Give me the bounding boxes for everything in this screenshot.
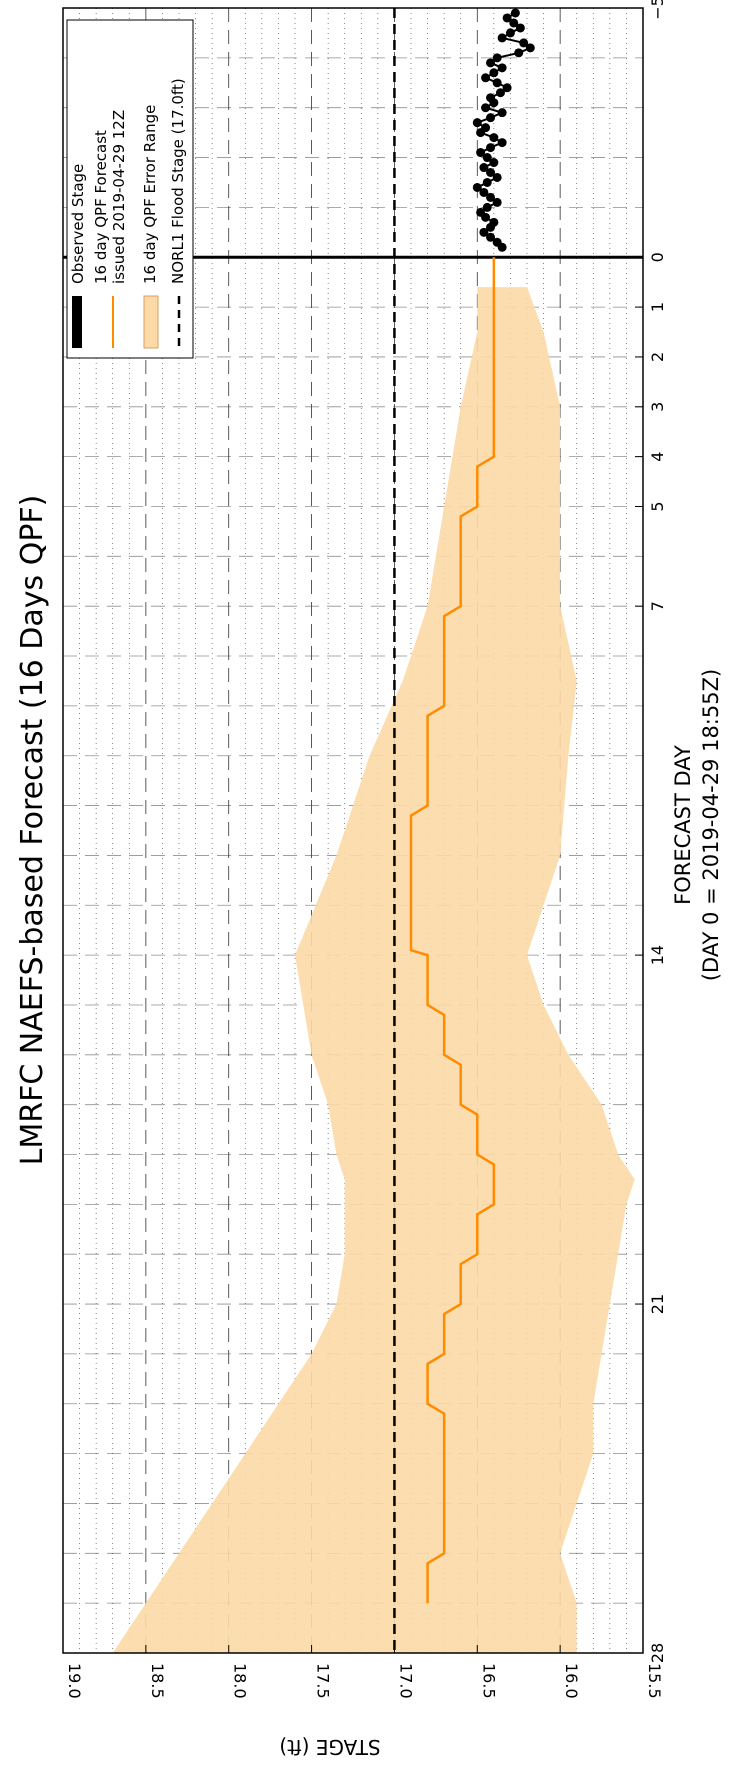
observed-stage-point [519, 38, 529, 48]
y-axis-label: STAGE (ft) [279, 1735, 380, 1759]
stage-tick-label: 17.5 [314, 1663, 333, 1699]
stage-tick-label: 18.0 [231, 1663, 250, 1699]
observed-stage-point [472, 118, 482, 128]
day-tick-label: 21 [648, 1294, 667, 1314]
observed-stage-point [497, 33, 507, 43]
day-tick-label: 7 [648, 601, 667, 611]
day-tick-label: 3 [648, 402, 667, 412]
plot-border [62, 7, 644, 1654]
observed-stage-point [489, 68, 499, 78]
observed-stage-point [497, 242, 507, 252]
observed-stage-point [482, 202, 492, 212]
observed-stage-point [489, 158, 499, 168]
stage-tick-label: 19.0 [65, 1663, 84, 1699]
legend-range-label: 16 day QPF Error Range [141, 105, 159, 284]
observed-stage-point [486, 192, 496, 202]
error-range-layer [112, 287, 635, 1654]
forecast-layer [409, 257, 496, 1604]
stage-tick-label: 17.0 [396, 1663, 415, 1699]
stage-tick-label: 16.5 [479, 1663, 498, 1699]
legend-forecast-label: 16 day QPF Forecast [92, 130, 110, 284]
chart-title: LMRFC NAEFS-based Forecast (16 Days QPF) [15, 495, 50, 1166]
day-tick-label: 2 [648, 352, 667, 362]
observed-stage-point [492, 78, 502, 88]
observed-stage-point [492, 197, 502, 207]
observed-stage-point [476, 128, 486, 138]
legend-forecast-label2: issued 2019-04-29 12Z [110, 110, 128, 284]
day-tick-label: 28 [648, 1643, 667, 1663]
day-tick-label: 1 [648, 302, 667, 312]
observed-stage-point [486, 143, 496, 153]
observed-stage-point [489, 98, 499, 108]
observed-stage-point [482, 177, 492, 187]
forecast-line [409, 257, 496, 1604]
observed-stage-point [486, 232, 496, 242]
x-axis-sublabel: (DAY 0 = 2019-04-29 18:55Z) [699, 669, 723, 981]
observed-stage-point [486, 222, 496, 232]
observed-stage-point [495, 88, 505, 98]
observed-stage-point [497, 138, 507, 148]
observed-stage-point [492, 53, 502, 63]
observed-stage-point [502, 83, 512, 93]
stage-tick-label: 18.5 [148, 1663, 167, 1699]
observed-stage-point [497, 63, 507, 73]
error-range-band [112, 287, 635, 1654]
observed-stage-point [505, 28, 515, 38]
day-tick-label: −5 [648, 0, 667, 20]
observed-stage-point [472, 182, 482, 192]
observed-stage-point [486, 113, 496, 123]
observed-stage-point [486, 58, 496, 68]
observed-stage-point [481, 73, 491, 83]
observed-stage-point [497, 108, 507, 118]
observed-stage-point [525, 43, 535, 53]
day-tick-label: 0 [648, 252, 667, 262]
day-tick-label: 14 [648, 945, 667, 965]
observed-stage-point [510, 8, 520, 18]
stage-tick-label: 16.0 [562, 1663, 581, 1699]
observed-stage-point [515, 23, 525, 33]
observed-stage-point [479, 227, 489, 237]
observed-stage-point [476, 148, 486, 158]
observed-stage-point [482, 153, 492, 163]
legend-flood-label: NORL1 Flood Stage (17.0ft) [169, 78, 187, 284]
observed-stage-point [486, 168, 496, 177]
observed-stage-point [492, 172, 502, 182]
observed-stage-point [502, 13, 512, 23]
stage-tick-label: 15.5 [645, 1663, 664, 1699]
observed-stage-point [479, 163, 489, 173]
observed-stage-point [481, 103, 491, 113]
legend-range-swatch [143, 295, 159, 349]
legend-observed-swatch [72, 296, 82, 348]
observed-stage-layer [472, 8, 535, 252]
observed-stage-point [479, 187, 489, 197]
day-tick-label: 5 [648, 501, 667, 511]
legend-observed-label: Observed Stage [69, 164, 87, 284]
day-tick-label: 4 [648, 452, 667, 462]
x-axis-label: FORECAST DAY [671, 745, 695, 905]
observed-stage-point [514, 48, 524, 58]
observed-stage-point [481, 212, 491, 222]
observed-stage-point [509, 18, 519, 28]
observed-stage-point [489, 133, 499, 143]
legend: Observed Stage 16 day QPF Forecast issue… [66, 19, 194, 359]
legend-box [66, 19, 194, 359]
